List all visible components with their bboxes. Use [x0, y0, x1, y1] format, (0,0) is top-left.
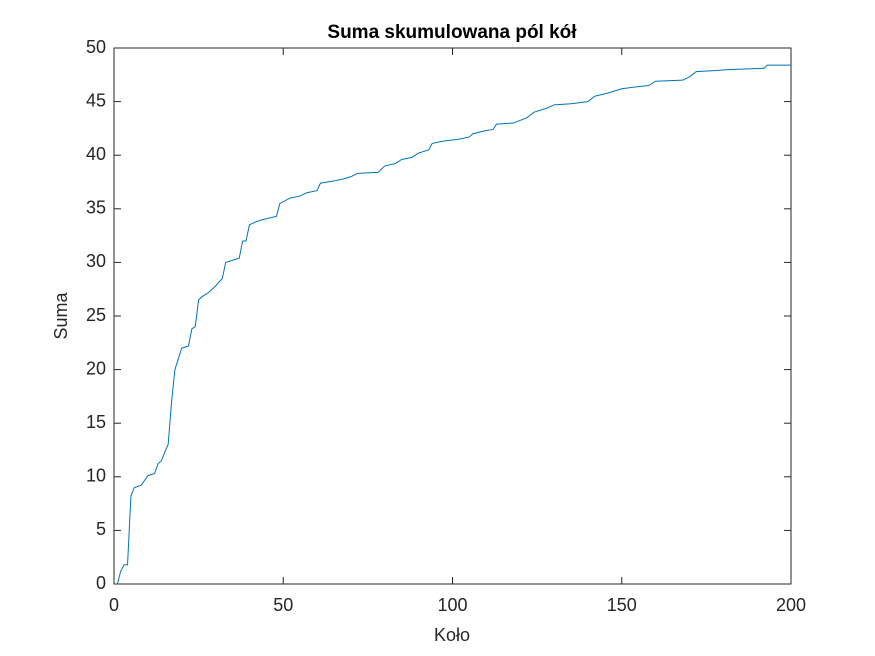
- y-tick-label: 50: [86, 37, 106, 57]
- y-tick-label: 45: [86, 90, 106, 110]
- chart-title: Suma skumulowana pól kół: [327, 22, 577, 43]
- y-tick-label: 0: [96, 573, 106, 593]
- plot-box: [113, 47, 792, 585]
- y-tick-label: 5: [96, 519, 106, 539]
- x-tick-label: 200: [776, 595, 806, 615]
- y-tick-label: 35: [86, 198, 106, 218]
- x-axis-label: Koło: [434, 625, 470, 645]
- y-tick-label: 15: [86, 412, 106, 432]
- x-tick-label: 100: [437, 595, 467, 615]
- x-tick-label: 150: [607, 595, 637, 615]
- y-tick-label: 25: [86, 305, 106, 325]
- y-tick-label: 40: [86, 144, 106, 164]
- y-tick-label: 10: [86, 466, 106, 486]
- data-line: [116, 64, 791, 585]
- x-tick-label: 0: [109, 595, 119, 615]
- y-axis-label: Suma: [51, 292, 71, 340]
- x-tick-label: 50: [273, 595, 293, 615]
- y-tick-label: 20: [86, 358, 106, 378]
- y-tick-label: 30: [86, 251, 106, 271]
